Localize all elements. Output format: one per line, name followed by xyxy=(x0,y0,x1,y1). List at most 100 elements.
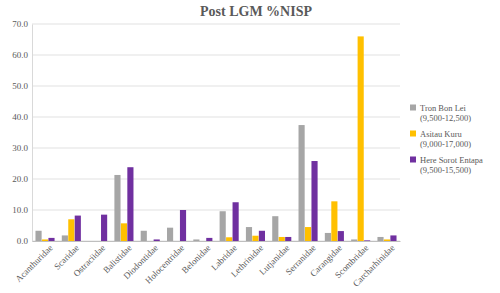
legend-label-line: (9,500-12,500) xyxy=(420,113,471,123)
bar xyxy=(252,236,258,241)
y-tick-label: 70.0 xyxy=(12,19,28,29)
y-axis-line xyxy=(32,25,33,242)
bar xyxy=(167,228,173,241)
bar xyxy=(311,161,317,241)
bar xyxy=(364,240,370,241)
x-tick: Belonidae xyxy=(180,241,213,276)
x-axis-line xyxy=(33,241,401,242)
bar xyxy=(325,233,331,241)
legend-label-line: Tron Bon Lei xyxy=(420,103,467,113)
grid-line xyxy=(32,86,400,87)
legend-label-line: (9,000-17,000) xyxy=(420,139,471,149)
bar xyxy=(331,201,337,241)
bar xyxy=(121,223,127,241)
y-tick-label: 50.0 xyxy=(12,81,28,91)
bar xyxy=(351,239,357,241)
legend-label-line: Asitau Kuru xyxy=(420,129,463,139)
bar xyxy=(233,202,239,241)
legend: Tron Bon Lei(9,500-12,500)Asitau Kuru(9,… xyxy=(410,103,483,175)
bar xyxy=(35,231,41,241)
bar xyxy=(141,231,147,241)
grid-line xyxy=(32,179,400,180)
bar xyxy=(68,219,74,241)
legend-swatch xyxy=(410,131,416,137)
bar xyxy=(220,211,226,241)
bar xyxy=(259,231,265,241)
bar xyxy=(75,216,81,241)
bar xyxy=(114,175,120,241)
grid-line xyxy=(32,241,400,242)
x-tick-label: Acanthuridae xyxy=(13,243,54,284)
legend-swatch xyxy=(410,105,416,111)
y-tick-label: 0.0 xyxy=(17,236,29,246)
bar xyxy=(246,227,252,241)
bar xyxy=(206,238,212,241)
series xyxy=(35,125,383,241)
y-tick-label: 20.0 xyxy=(12,174,28,184)
grid-line xyxy=(32,210,400,211)
y-tick: 20.0 xyxy=(12,174,32,184)
legend-swatch xyxy=(410,157,416,163)
legend-label: Asitau Kuru(9,000-17,000) xyxy=(420,129,471,149)
legend-label-line: Here Sorot Entapa xyxy=(420,155,483,165)
bar xyxy=(127,167,133,241)
bar xyxy=(193,239,199,241)
bar xyxy=(95,241,101,242)
bar xyxy=(173,241,179,242)
chart: 0.0 10.0 20.0 30.0 40.0 50.0 60.0 70.0 Acanthuri… xyxy=(0,0,500,293)
legend-item: Asitau Kuru(9,000-17,000) xyxy=(410,129,471,149)
bar xyxy=(200,241,206,242)
bar xyxy=(226,237,232,241)
series xyxy=(48,161,396,241)
plot: 0.0 10.0 20.0 30.0 40.0 50.0 60.0 70.0 Acanthuri… xyxy=(12,19,400,288)
grid-line xyxy=(32,148,400,149)
bar xyxy=(154,239,160,241)
y-tick: 50.0 xyxy=(12,81,32,91)
bar xyxy=(384,239,390,241)
y-axis: 0.0 10.0 20.0 30.0 40.0 50.0 60.0 70.0 xyxy=(12,19,32,246)
grid-line xyxy=(32,117,400,118)
y-tick: 40.0 xyxy=(12,112,32,122)
x-tick: Carcharhinidae xyxy=(351,241,397,289)
grid-line xyxy=(32,24,400,25)
legend-item: Tron Bon Lei(9,500-12,500) xyxy=(410,103,471,123)
bar xyxy=(48,238,54,241)
y-tick: 30.0 xyxy=(12,143,32,153)
y-tick: 60.0 xyxy=(12,50,32,60)
bar xyxy=(390,235,396,241)
bar xyxy=(88,241,94,242)
x-tick-label: Carcharhinidae xyxy=(351,243,397,289)
grid xyxy=(32,24,400,241)
legend-label-line: (9,500-15,500) xyxy=(420,165,471,175)
y-tick-label: 60.0 xyxy=(12,50,28,60)
x-tick-label: Belonidae xyxy=(180,243,213,276)
bar xyxy=(377,237,383,241)
bar xyxy=(358,36,364,241)
legend-item: Here Sorot Entapa(9,500-15,500) xyxy=(410,155,483,175)
bar xyxy=(338,231,344,241)
bar xyxy=(272,216,278,241)
y-tick-label: 30.0 xyxy=(12,143,28,153)
grid-line xyxy=(32,55,400,56)
bar xyxy=(42,239,48,241)
x-tick: Acanthuridae xyxy=(13,241,54,284)
x-tick-label: Ostraciidae xyxy=(71,243,107,279)
x-axis: AcanthuridaeScaridaeOstraciidaeBalistida… xyxy=(13,241,400,289)
legend-label: Tron Bon Lei(9,500-12,500) xyxy=(420,103,471,123)
y-tick-label: 10.0 xyxy=(12,205,28,215)
bar xyxy=(279,237,285,241)
bar xyxy=(147,241,153,242)
bar xyxy=(299,125,305,241)
bar xyxy=(62,235,68,241)
y-tick: 10.0 xyxy=(12,205,32,215)
title: Post LGM %NISP xyxy=(200,4,312,19)
y-tick: 0.0 xyxy=(17,236,32,246)
x-tick: Ostraciidae xyxy=(71,241,107,279)
bar xyxy=(305,227,311,241)
bar xyxy=(285,237,291,241)
legend-label: Here Sorot Entapa(9,500-15,500) xyxy=(420,155,483,175)
bar xyxy=(180,210,186,241)
y-tick-label: 40.0 xyxy=(12,112,28,122)
bars xyxy=(35,36,396,241)
x-tick-label: Holocentridae xyxy=(143,243,186,286)
